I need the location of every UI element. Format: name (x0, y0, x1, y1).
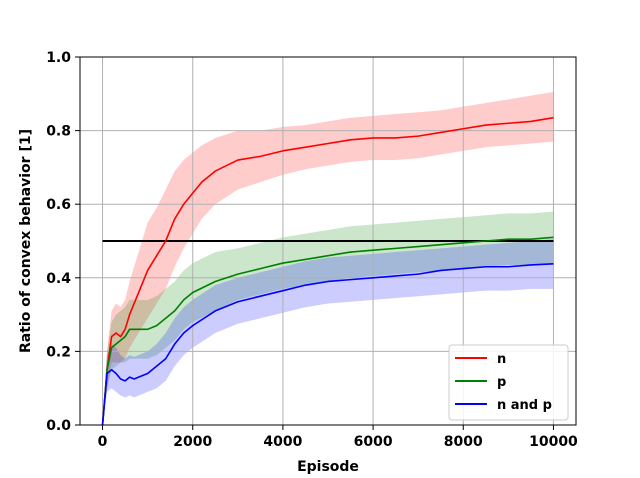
x-tick-label-0: 0 (98, 434, 108, 450)
y-tick-label-1: 0.2 (46, 344, 71, 360)
ticks: 0 2000 4000 6000 8000 10000 0.0 0.2 0.4 0.6 0.8 1.0 (46, 50, 578, 450)
confidence-bands (102, 91, 554, 426)
legend-box (448, 344, 569, 421)
band-series-0 (102, 91, 554, 426)
y-tick-label-5: 1.0 (46, 50, 71, 66)
y-axis-label: Ratio of convex behavior [1] (18, 129, 34, 353)
x-tick-label-1: 2000 (173, 434, 212, 450)
band-series-1 (102, 211, 554, 425)
y-tick-label-3: 0.6 (46, 197, 71, 213)
x-tick-label-4: 8000 (444, 434, 483, 450)
band-series-2 (102, 239, 554, 425)
x-tick-label-2: 4000 (263, 434, 302, 450)
x-tick-label-5: 10000 (529, 434, 578, 450)
x-tick-label-3: 6000 (354, 434, 393, 450)
legend-label-0: n (497, 352, 506, 367)
series-line-1 (101, 236, 554, 426)
y-tick-label-4: 0.8 (46, 124, 71, 140)
legend: np n and p (448, 344, 569, 421)
plot-frame (79, 56, 577, 426)
series-line-0 (101, 116, 554, 426)
axes-frame (79, 56, 577, 426)
legend-label-1: p (497, 375, 506, 390)
y-tick-label-2: 0.4 (46, 271, 71, 287)
y-tick-label-0: 0.0 (46, 418, 71, 434)
series-line-2 (101, 263, 554, 426)
series-lines (101, 116, 554, 426)
x-axis-label: Episode (297, 459, 359, 475)
legend-label-2: n and p (497, 398, 552, 413)
